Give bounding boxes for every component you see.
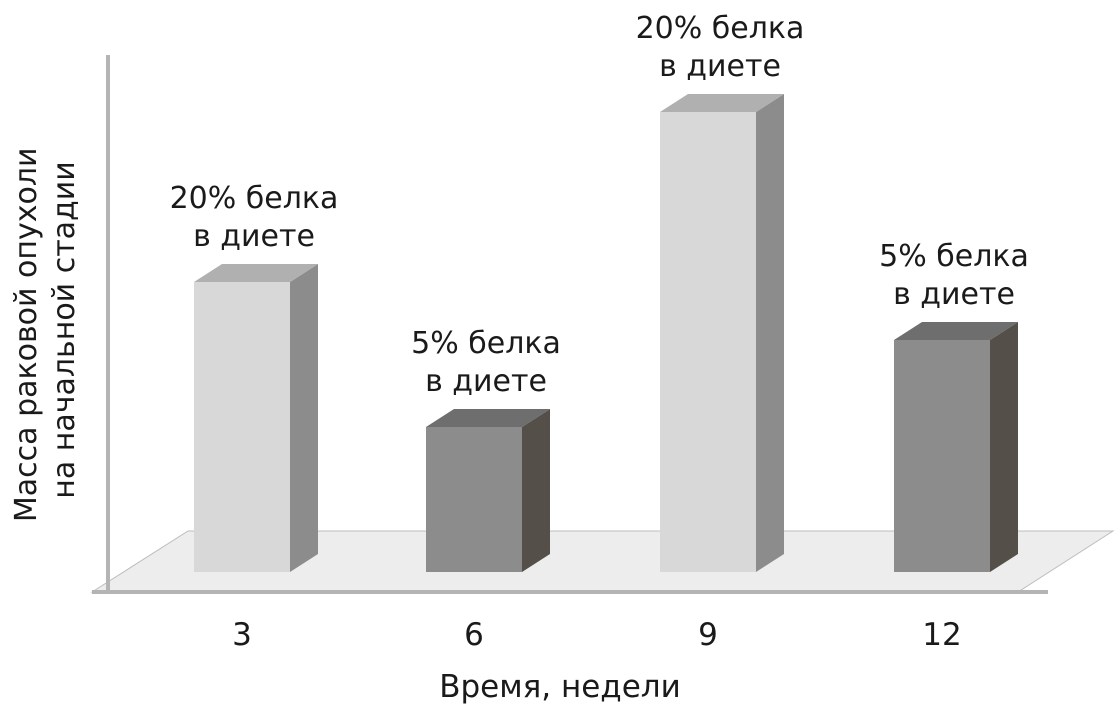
bar-label: 5% белка в диете: [879, 239, 1029, 312]
bar-top: [426, 409, 550, 427]
bar-6: [426, 409, 550, 572]
bar-label-line: в диете: [659, 49, 781, 84]
bar-9: [660, 94, 784, 572]
bar-label-line: 20% белка: [636, 11, 805, 46]
bar-12: [894, 322, 1018, 572]
bar-side: [756, 94, 784, 572]
bar-label-line: 5% белка: [879, 239, 1029, 274]
bar-side: [290, 264, 318, 572]
bar-front: [194, 282, 290, 572]
bar-label-line: в диете: [425, 364, 547, 399]
x-tick-label: 9: [698, 617, 718, 653]
bar-side: [990, 322, 1018, 572]
bar-label-line: в диете: [193, 219, 315, 254]
x-tick-label: 6: [464, 617, 484, 653]
bar-top: [894, 322, 1018, 340]
y-axis-label-line-1: Масса раковой опухоли: [9, 147, 44, 522]
bar-label-line: 5% белка: [411, 326, 561, 361]
bar-label-line: 20% белка: [170, 181, 339, 216]
bar-side: [522, 409, 550, 572]
x-axis-label: Время, недели: [439, 669, 681, 705]
x-tick-label: 3: [232, 617, 252, 653]
bar-label: 5% белка в диете: [411, 326, 561, 399]
bar-label-line: в диете: [893, 277, 1015, 312]
y-axis-label-line-2: на начальной стадии: [47, 161, 82, 499]
bar-front: [894, 340, 990, 572]
bar-3: [194, 264, 318, 572]
y-axis-label: Масса раковой опухоли на начальной стади…: [9, 138, 82, 522]
bar-front: [426, 427, 522, 572]
bar-label: 20% белка в диете: [636, 11, 805, 84]
bar-label: 20% белка в диете: [170, 181, 339, 254]
x-tick-label: 12: [922, 617, 961, 653]
bars-layer: [194, 94, 1018, 572]
bar-front: [660, 112, 756, 572]
x-tick-labels: 3 6 9 12: [232, 617, 962, 653]
bar-top: [660, 94, 784, 112]
bar-top: [194, 264, 318, 282]
